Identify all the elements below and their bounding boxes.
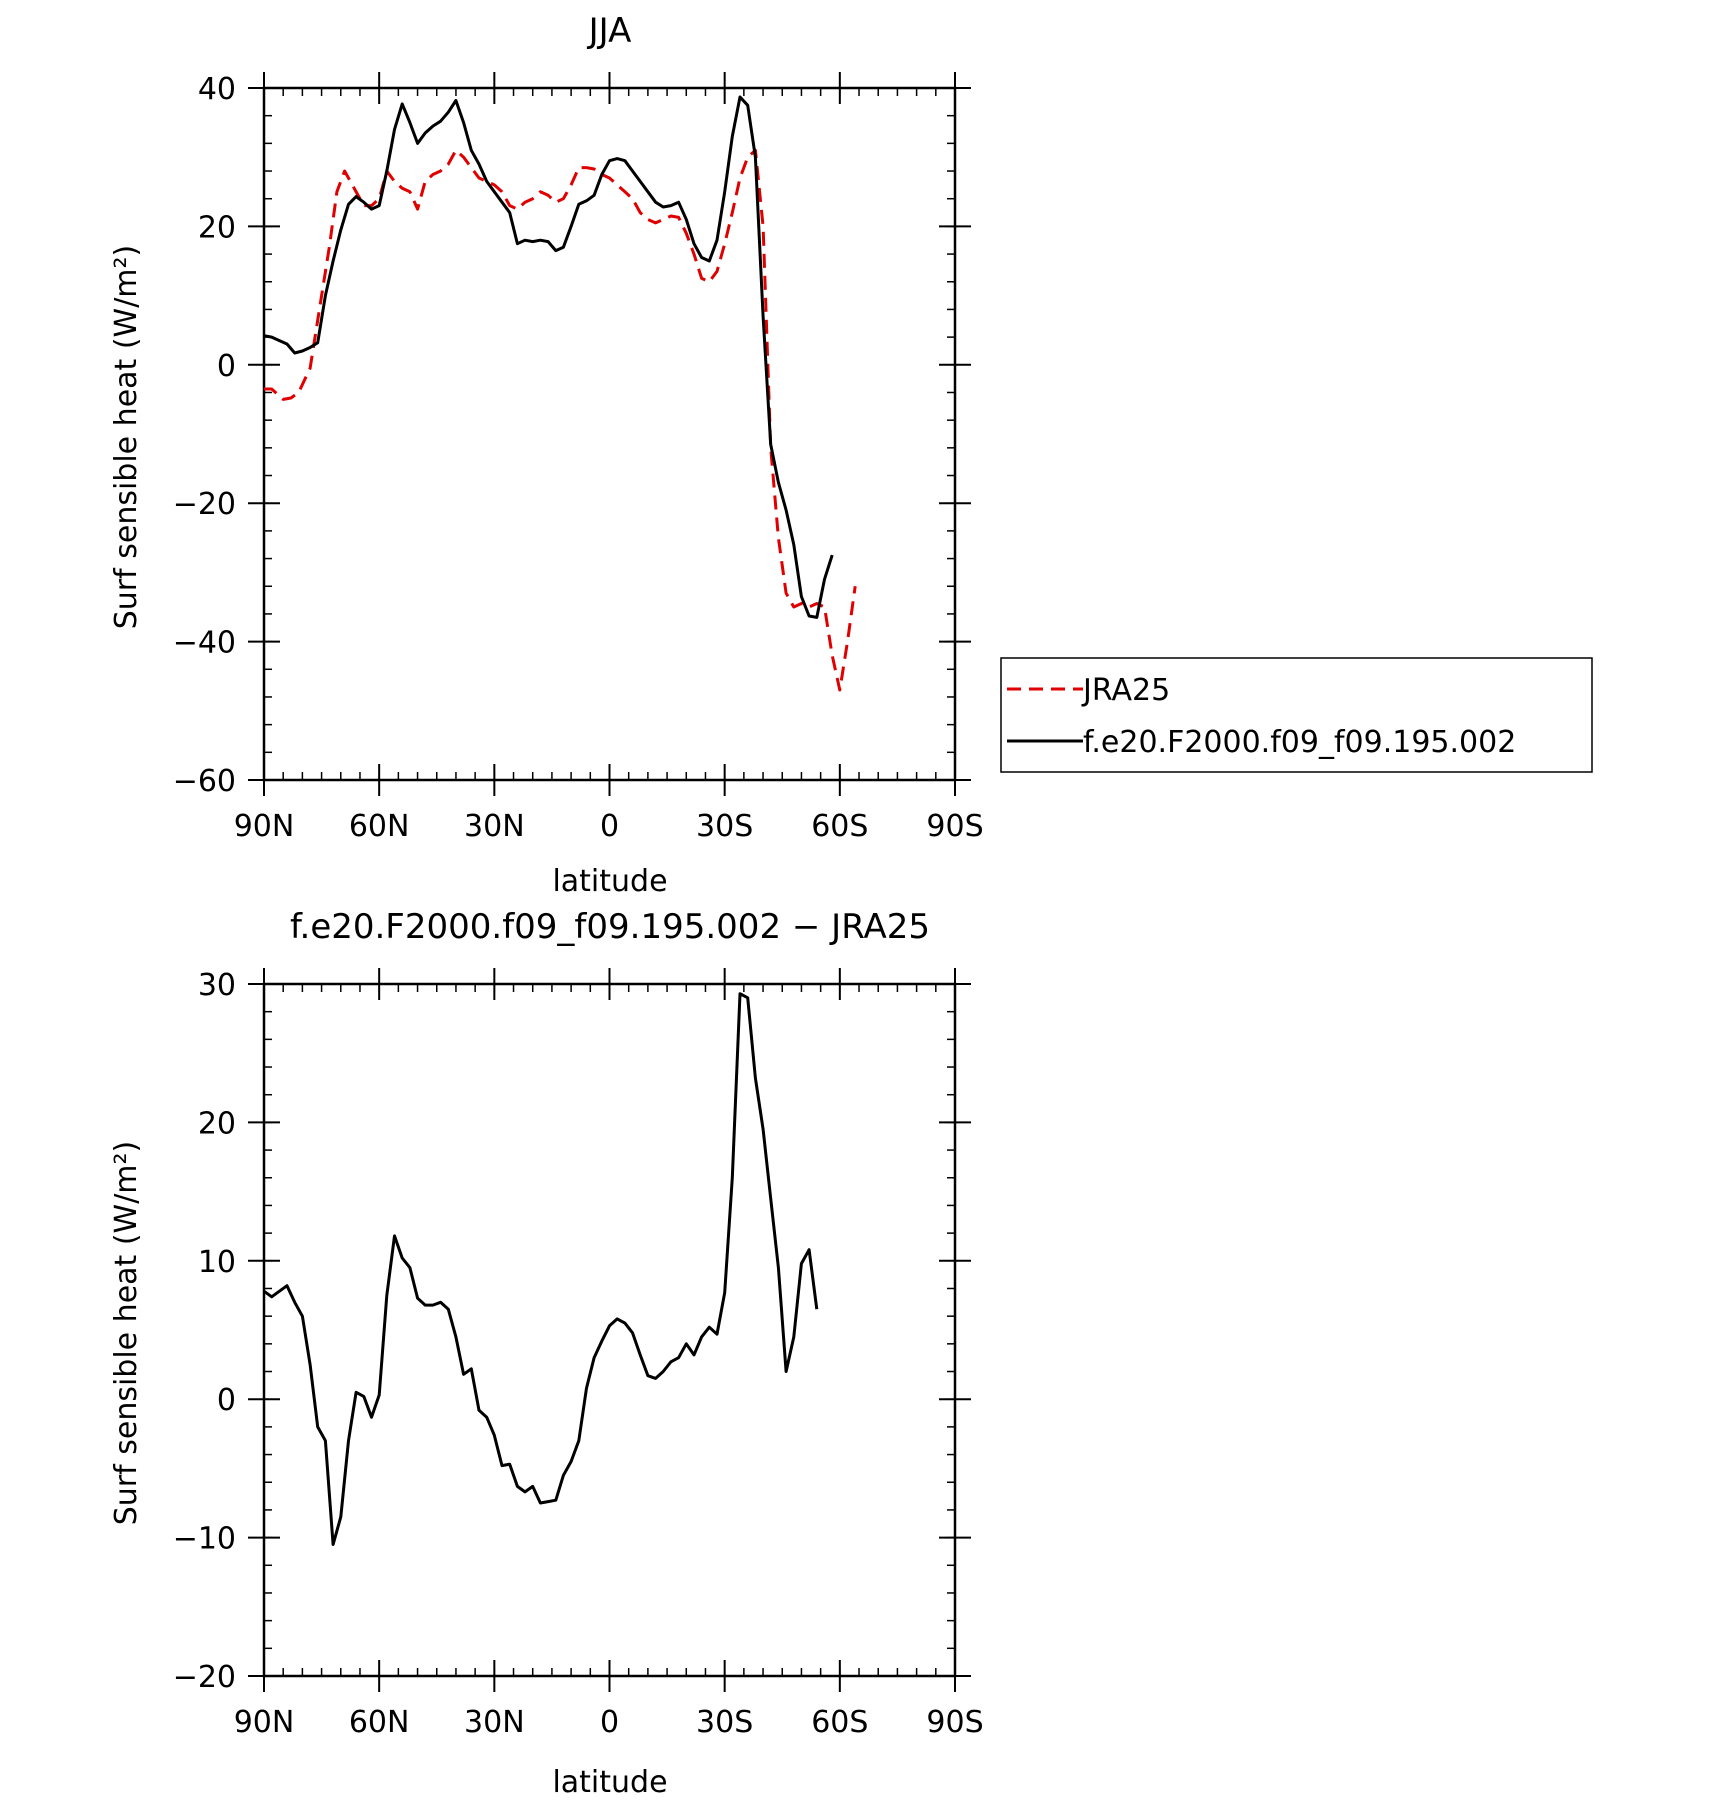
top-x-tick-label: 90N — [234, 809, 295, 844]
bottom-x-tick-label: 90S — [926, 1705, 983, 1740]
top-x-tick-label: 90S — [926, 809, 983, 844]
top-plot-area: 40 20 0 −20 −40 −60 90N 60N 30N 0 30S 60S 90S — [173, 72, 984, 844]
top-y-tick-label: 20 — [198, 210, 236, 245]
bottom-x-tick-label: 60S — [811, 1705, 868, 1740]
bottom-y-tick-label: 0 — [217, 1383, 236, 1418]
bottom-chart-title: f.e20.F2000.f09_f09.195.002 − JRA25 — [290, 907, 930, 947]
top-x-tick-label: 60S — [811, 809, 868, 844]
bottom-x-tick-label: 60N — [349, 1705, 410, 1740]
top-y-tick-label: −20 — [173, 487, 236, 522]
top-x-tick-label: 60N — [349, 809, 410, 844]
top-chart-title: JJA — [587, 11, 632, 51]
legend-label-model: f.e20.F2000.f09_f09.195.002 — [1083, 725, 1516, 760]
top-x-tick-label: 30S — [696, 809, 753, 844]
top-x-tick-label: 30N — [464, 809, 525, 844]
top-plot-frame — [262, 86, 957, 782]
bottom-y-tick-label: 20 — [198, 1106, 236, 1141]
top-y-tick-label: −40 — [173, 626, 236, 661]
bottom-y-axis-label: Surf sensible heat (W/m²) — [109, 1141, 144, 1526]
legend: JRA25 f.e20.F2000.f09_f09.195.002 — [1000, 657, 1593, 773]
top-panel: JJA 40 20 0 −20 −40 −60 90N 60N 30N 0 30S 60S 90S la… — [109, 11, 984, 899]
bottom-y-tick-label: 30 — [198, 968, 236, 1003]
top-x-tick-label: 0 — [600, 809, 619, 844]
bottom-x-tick-label: 90N — [234, 1705, 295, 1740]
bottom-x-tick-label: 0 — [600, 1705, 619, 1740]
top-y-tick-label: −60 — [173, 764, 236, 799]
legend-box — [1000, 657, 1593, 773]
legend-label-jra25: JRA25 — [1081, 673, 1170, 708]
bottom-panel: f.e20.F2000.f09_f09.195.002 − JRA25 30 20… — [109, 907, 984, 1800]
bottom-y-tick-label: −20 — [173, 1660, 236, 1695]
top-y-axis-label: Surf sensible heat (W/m²) — [109, 245, 144, 630]
top-y-tick-label: 0 — [217, 349, 236, 384]
bottom-series-line-0 — [264, 992, 819, 1546]
bottom-x-tick-label: 30S — [696, 1705, 753, 1740]
bottom-plot-area: 30 20 10 0 −10 −20 90N 60N 30N 0 30S 60S 90S — [173, 968, 984, 1740]
bottom-y-tick-label: 10 — [198, 1245, 236, 1280]
bottom-x-axis-label: latitude — [552, 1765, 667, 1800]
bottom-x-tick-label: 30N — [464, 1705, 525, 1740]
bottom-plot-frame — [262, 982, 957, 1678]
top-x-axis-label: latitude — [552, 864, 667, 899]
top-series-line-1 — [264, 95, 834, 619]
top-series-line-0 — [264, 148, 857, 692]
top-y-tick-label: 40 — [198, 72, 236, 107]
bottom-y-tick-label: −10 — [173, 1522, 236, 1557]
